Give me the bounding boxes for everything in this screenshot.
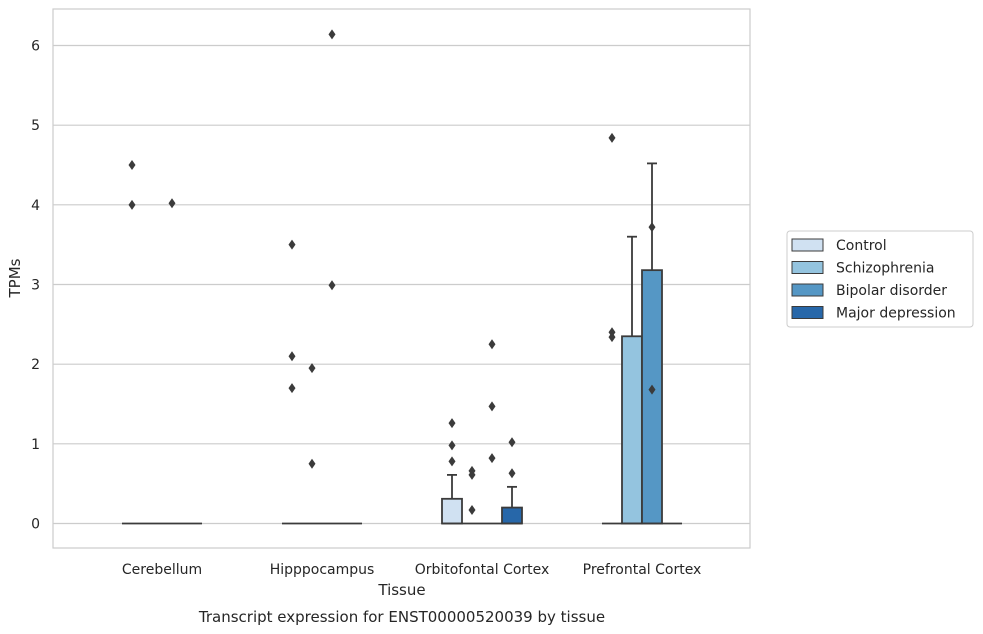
y-tick-label: 4 [31, 198, 40, 214]
y-tick-label: 1 [31, 437, 40, 453]
box-schizophrenia [302, 363, 322, 525]
outlier-point [448, 456, 456, 467]
x-tick-label: Hipppocampus [270, 562, 375, 578]
box-body [621, 335, 643, 525]
outlier-point [468, 469, 476, 480]
y-tick-label: 3 [31, 278, 40, 294]
x-axis-label: Tissue [377, 581, 425, 599]
y-tick-label: 0 [31, 517, 40, 533]
gridlines [53, 44, 750, 525]
x-tick-label: Orbitofontal Cortex [415, 562, 550, 578]
box-body [501, 506, 523, 525]
legend-swatch [791, 283, 824, 297]
outlier-point [488, 453, 496, 464]
outlier-point [488, 339, 496, 350]
legend-swatch [791, 238, 824, 252]
chart-caption: Transcript expression for ENST0000052003… [198, 608, 605, 626]
box-control [122, 160, 142, 525]
y-tick-label: 2 [31, 357, 40, 373]
x-tick-label: Cerebellum [122, 562, 202, 578]
outlier-point [468, 504, 476, 515]
outlier-point [128, 160, 136, 170]
outlier-point [608, 132, 616, 143]
box-schizophrenia [462, 465, 482, 525]
x-tick-labels: Cerebellum Hipppocampus Orbitofontal Corte… [122, 562, 701, 578]
plot-area [122, 29, 682, 525]
outlier-point [128, 199, 136, 210]
outlier-point [608, 332, 616, 343]
x-tick-label: Prefrontal Cortex [583, 562, 702, 578]
legend-label: Bipolar disorder [836, 283, 947, 299]
box-major-depression [501, 437, 523, 525]
outlier-point [508, 468, 516, 479]
outlier-point [308, 363, 316, 374]
y-tick-label: 5 [31, 118, 40, 134]
legend-label: Control [836, 238, 887, 254]
box-body [641, 269, 663, 525]
y-tick-labels: 0 1 2 3 4 5 6 [31, 39, 40, 533]
box-control [602, 132, 622, 525]
box-bipolar-disorder [162, 198, 182, 525]
legend-swatch [791, 306, 824, 319]
box-control [282, 239, 302, 525]
box-bipolar-disorder [641, 162, 663, 525]
outlier-point [308, 458, 316, 469]
legend-frame [786, 230, 974, 328]
box-body [441, 497, 463, 525]
outlier-point [168, 198, 176, 209]
outlier-point [508, 437, 516, 448]
outlier-point [288, 239, 296, 250]
outlier-point [328, 29, 336, 40]
outlier-point [648, 222, 656, 233]
legend: Control Schizophrenia Bipolar disorder Majo… [786, 230, 974, 328]
outlier-point [288, 383, 296, 394]
legend-swatch [791, 261, 824, 274]
y-axis-label: TPMs [6, 258, 24, 298]
outlier-point [328, 280, 336, 291]
outlier-point [488, 401, 496, 412]
outlier-point [648, 384, 656, 395]
legend-label: Major depression [836, 306, 956, 322]
outlier-point [448, 418, 456, 429]
box-schizophrenia [621, 235, 643, 525]
outlier-point [288, 351, 296, 362]
outlier-point [448, 440, 456, 451]
box-control [441, 418, 463, 525]
box-bipolar-disorder [322, 29, 342, 525]
legend-label: Schizophrenia [836, 261, 934, 277]
box-bipolar-disorder [482, 339, 502, 525]
y-tick-label: 6 [31, 39, 40, 55]
plot-frame [52, 8, 751, 549]
